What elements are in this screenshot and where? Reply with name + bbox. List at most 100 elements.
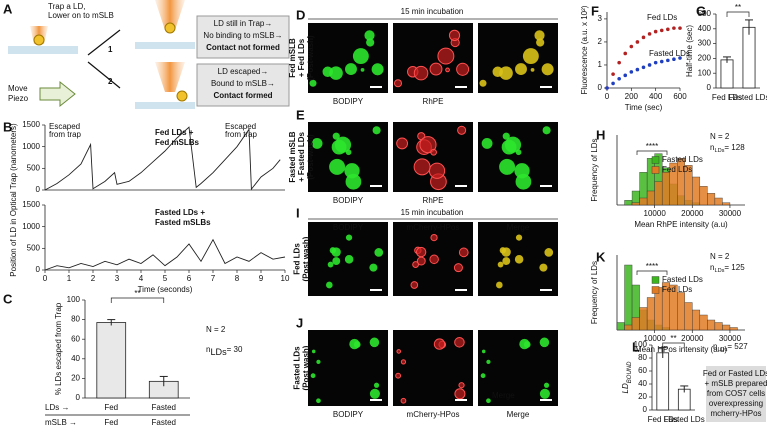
y-tick-label: 500 [698, 9, 712, 18]
significance: ** [670, 334, 676, 343]
outcome-text: LD escaped→ [218, 67, 269, 76]
x-axis-label: Time (seconds) [138, 285, 193, 294]
droplet [536, 38, 545, 47]
droplet [522, 48, 539, 65]
legend-swatch [651, 276, 660, 284]
histogram-bar [714, 197, 723, 206]
y-label-main: LD [621, 383, 630, 393]
scale-bar [540, 185, 552, 187]
droplet [413, 158, 431, 176]
micrograph [393, 23, 473, 93]
y-tick-label: 0 [36, 185, 41, 194]
scale-bar [370, 289, 382, 291]
droplet [327, 261, 334, 268]
droplet [515, 234, 523, 241]
schematic [8, 0, 290, 109]
y-tick-label: 500 [27, 163, 41, 172]
droplet [501, 247, 511, 257]
scale-bar [455, 185, 467, 187]
bar [720, 59, 734, 89]
micrograph-title: 15 min incubation [401, 7, 464, 16]
scale-bar [540, 86, 552, 88]
droplet [393, 79, 403, 88]
droplet [481, 349, 486, 354]
x-tick-label: 6 [187, 274, 192, 283]
droplet [456, 62, 470, 76]
move-text: Piezo [8, 94, 29, 103]
y-tick-label: 0 [76, 393, 81, 402]
droplet [364, 30, 375, 41]
droplet [502, 132, 510, 140]
droplet [429, 254, 439, 265]
data-point [666, 58, 670, 63]
scale-bar [455, 289, 467, 291]
y-tick-label: 1000 [22, 222, 40, 231]
data-point [666, 27, 670, 32]
note-text: overexpressing [709, 399, 763, 408]
annotation: Fasted mSLBs [155, 218, 211, 227]
row-label: + Fed LDs [297, 38, 306, 77]
significance-bracket [726, 11, 750, 17]
x-tick-label: 9 [259, 274, 264, 283]
droplet [539, 388, 550, 399]
significance: ** [735, 3, 741, 12]
lipid-droplet [33, 34, 45, 46]
panel-letter: L [632, 339, 640, 354]
droplet [445, 67, 450, 73]
path-label: 1 [108, 45, 113, 54]
significance-bracket [110, 297, 165, 303]
y-tick-label: 80 [638, 353, 647, 362]
droplet [369, 388, 380, 399]
n-label: nLDs= 128 [710, 143, 745, 154]
droplet [541, 63, 554, 76]
outcome-box [196, 15, 290, 59]
bar [742, 26, 756, 89]
scale-bar [455, 399, 467, 401]
histogram-bar [616, 322, 625, 331]
droplet [514, 163, 530, 179]
scale-bar [540, 289, 552, 291]
panel-letter: G [696, 3, 706, 18]
droplet [497, 261, 504, 268]
significance-bracket [636, 150, 668, 155]
data-point [659, 59, 664, 64]
droplet [457, 125, 467, 135]
y-tick-label: 400 [698, 24, 712, 33]
droplet [419, 136, 437, 154]
data-point [647, 32, 652, 36]
legend-label: Fasted LDs [662, 155, 703, 164]
data-point [635, 40, 640, 44]
panel-letter: J [296, 315, 303, 330]
droplet [437, 47, 455, 65]
data-point [678, 26, 682, 30]
droplet [430, 233, 438, 242]
step-text: Trap a LD, [48, 2, 86, 11]
significance-bracket [662, 342, 685, 348]
legend-label: Fed LDs [662, 165, 692, 174]
x-tick-label: 20000 [681, 209, 704, 218]
histogram-bar [714, 322, 723, 331]
legend-label: Fed LDs [662, 285, 692, 294]
n-text: N = 2 [206, 325, 226, 334]
x-tick-label: 1 [67, 274, 72, 283]
histogram-bar [707, 319, 716, 331]
droplet [360, 68, 365, 72]
y-tick-label: 100 [67, 295, 81, 304]
droplet [369, 337, 380, 348]
x-axis-label: Mean RhPE intensity (a.u) [634, 220, 728, 229]
y-tick-label: 200 [698, 54, 712, 63]
histogram-bar [699, 314, 708, 331]
histogram-bar [722, 324, 731, 331]
data-point [611, 72, 615, 76]
y-axis-label: Frequency of LDs [590, 261, 599, 324]
n-subscript: LDs [714, 148, 724, 154]
arrow [87, 61, 121, 89]
significance-bracket [636, 270, 668, 275]
droplet [514, 255, 524, 264]
histogram-bar [654, 181, 663, 206]
droplet [396, 349, 402, 354]
droplet [534, 30, 545, 41]
scale-bar [370, 399, 382, 401]
histogram-bar [677, 292, 685, 331]
